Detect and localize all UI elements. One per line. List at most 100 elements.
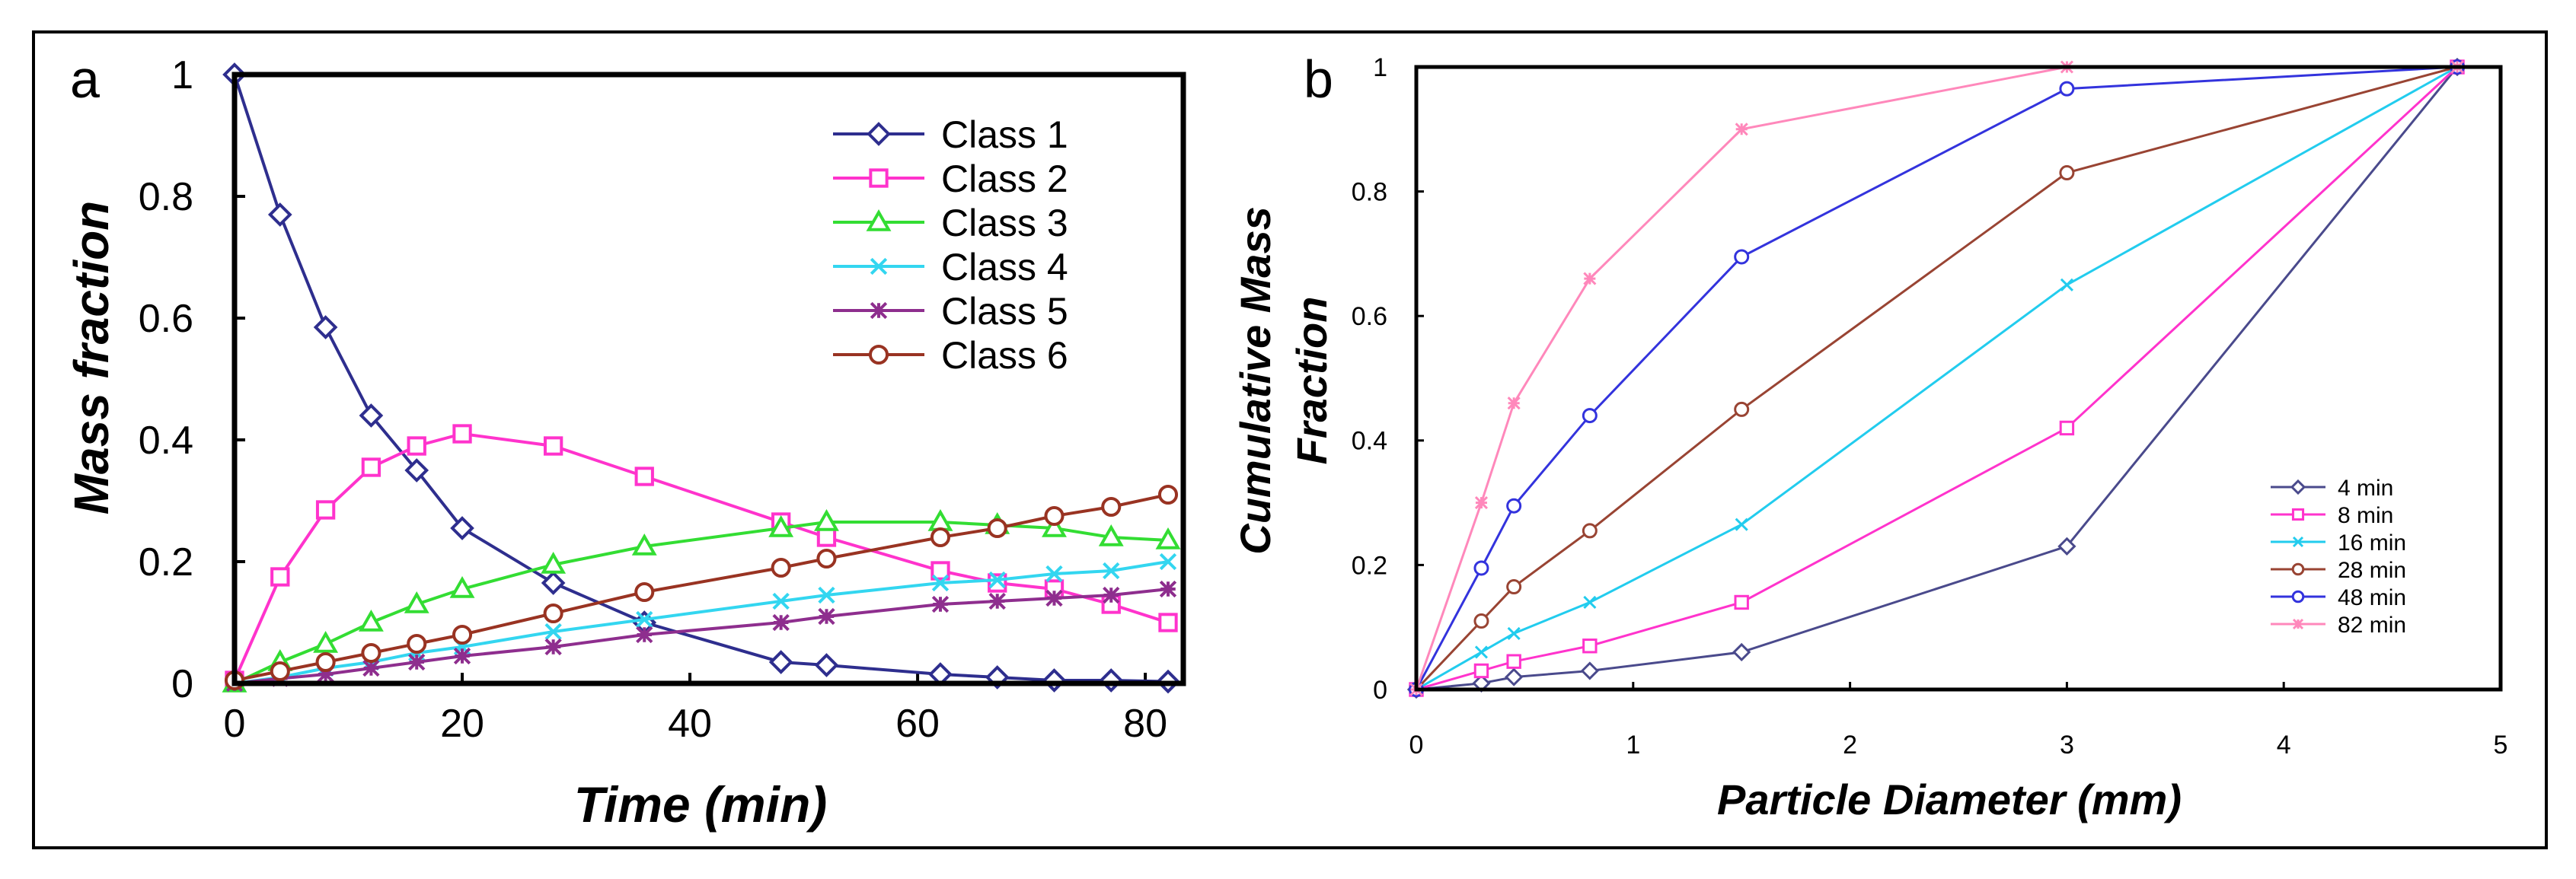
panel-b-plot-frame xyxy=(1414,65,2503,692)
panel-a-data-point xyxy=(1159,553,1177,571)
panel-a-data-point xyxy=(772,592,790,610)
panel-b-data-point xyxy=(1582,408,1598,424)
panel-a-legend-label: Class 3 xyxy=(941,202,1068,244)
panel-a-data-point xyxy=(361,642,381,664)
panel-b-legend-label: 82 min xyxy=(2338,613,2406,638)
panel-b-data-point xyxy=(1580,661,1599,680)
panel-b-legend-label: 48 min xyxy=(2338,585,2406,610)
panel-a-data-point xyxy=(931,574,950,592)
panel-a-data-point xyxy=(407,436,426,456)
panel-b-data-point xyxy=(1582,639,1598,654)
panel-a-data-point xyxy=(361,457,381,477)
panel-a-data-point xyxy=(408,653,426,671)
panel-b-data-point xyxy=(1507,397,1521,410)
panel-a-legend-label: Class 5 xyxy=(941,290,1068,333)
panel-a-data-point xyxy=(404,458,429,482)
panel-b-data-point xyxy=(1474,645,1489,659)
panel-a-label: a xyxy=(70,49,100,109)
panel-b-xtick-label: 3 xyxy=(2060,731,2074,760)
panel-b-legend-marker xyxy=(2292,618,2304,630)
panel-b: b Cumulative Mass Fraction Particle Diam… xyxy=(1231,49,2507,823)
panel-b-data-point xyxy=(1473,560,1489,576)
panel-b-ytick-label: 0.6 xyxy=(1352,302,1387,331)
panel-a-data-point xyxy=(768,514,794,537)
panel-b-xtick-label: 1 xyxy=(1626,731,1640,760)
panel-b-data-point xyxy=(1735,518,1748,531)
panel-b-data-point xyxy=(1507,626,1521,640)
panel-b-data-point xyxy=(2060,278,2073,291)
panel-a-data-point xyxy=(1045,565,1063,583)
panel-b-data-point xyxy=(2057,537,2076,556)
panel-a-data-point xyxy=(931,595,950,613)
panel-a-ytick-label: 0.6 xyxy=(139,297,193,341)
panel-a-legend-marker xyxy=(870,257,888,275)
panel-a-data-point xyxy=(1158,613,1178,632)
panel-a-data-point xyxy=(1103,562,1120,580)
panel-a-data-point xyxy=(988,592,1006,610)
panel-a-data-point xyxy=(453,647,471,665)
panel-a: a Mass fraction Time (min) 0 0.2 0.4 0.6 0.8… xyxy=(64,49,1186,833)
panel-a-data-point xyxy=(1159,580,1177,598)
panel-a-series-class-6 xyxy=(224,484,1179,691)
panel-b-legend-item-28-min: 28 min xyxy=(2271,558,2406,583)
panel-b-legend-label: 16 min xyxy=(2338,530,2406,556)
panel-b-data-point xyxy=(1734,249,1750,265)
panel-a-data-point xyxy=(634,581,655,603)
panel-a-legend-marker xyxy=(870,301,888,320)
panel-b-label: b xyxy=(1304,49,1333,109)
panel-a-legend-label: Class 6 xyxy=(941,334,1068,377)
panel-a-data-point xyxy=(404,591,429,613)
panel-a-data-point xyxy=(543,603,563,624)
panel-a-legend-label: Class 1 xyxy=(941,113,1068,156)
panel-b-legend-label: 4 min xyxy=(2338,476,2393,501)
panel-a-legend-marker xyxy=(868,344,889,365)
panel-a-legend-label: Class 2 xyxy=(941,158,1068,200)
panel-a-data-point xyxy=(636,610,653,629)
panel-a-data-point xyxy=(987,518,1007,539)
panel-a-data-point xyxy=(814,653,839,677)
panel-a-data-point xyxy=(313,630,339,653)
panel-a-ytick-label: 0 xyxy=(171,662,193,706)
panel-a-data-point xyxy=(1044,505,1065,527)
panel-a-data-point xyxy=(1101,496,1122,518)
panel-a-data-point xyxy=(267,202,292,227)
panel-a-data-point xyxy=(1042,514,1067,537)
panel-a-data-point xyxy=(359,403,384,428)
panel-b-data-point xyxy=(1506,654,1521,669)
panel-a-data-point xyxy=(988,571,1006,589)
panel-b-y-axis-label-line2: Fraction xyxy=(1288,297,1336,465)
panel-a-data-point xyxy=(544,623,562,641)
panel-b-legend-marker xyxy=(2291,590,2305,604)
panel-b-data-point xyxy=(1506,579,1522,595)
panel-a-data-point xyxy=(543,436,563,456)
panel-a-data-point xyxy=(452,624,473,645)
panel-b-xtick-label: 2 xyxy=(1843,731,1857,760)
panel-a-data-point xyxy=(814,508,839,531)
panel-a-data-point xyxy=(1103,586,1120,604)
panel-b-legend-marker xyxy=(2292,536,2304,548)
panel-b-legend-item-4-min: 4 min xyxy=(2271,476,2393,501)
panel-b-data-point xyxy=(2059,420,2075,436)
panel-a-data-point xyxy=(1098,524,1124,546)
panel-b-legend-marker xyxy=(2290,479,2306,495)
panel-b-data-point xyxy=(1505,667,1524,686)
panel-b-ytick-label: 0.8 xyxy=(1352,178,1387,207)
panel-a-data-point xyxy=(818,607,835,626)
panel-a-ytick-label: 1 xyxy=(171,53,193,97)
panel-a-data-point xyxy=(988,573,1007,593)
panel-a-data-point xyxy=(362,659,380,677)
panel-a-data-point xyxy=(315,500,336,520)
panel-a-series-class-2 xyxy=(225,424,1178,690)
panel-a-series-class-5 xyxy=(225,580,1177,693)
panel-b-data-point xyxy=(1582,523,1598,539)
panel-a-data-point xyxy=(1045,589,1063,607)
panel-a-data-point xyxy=(768,650,793,674)
panel-b-data-point xyxy=(1474,496,1489,510)
panel-a-data-point xyxy=(634,467,654,486)
panel-b-data-point xyxy=(1506,498,1522,514)
panel-b-legend-item-16-min: 16 min xyxy=(2271,530,2406,556)
panel-b-data-point xyxy=(2059,81,2075,97)
